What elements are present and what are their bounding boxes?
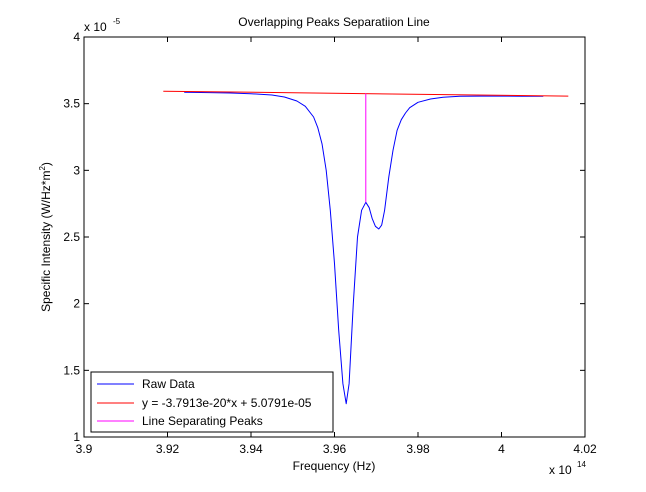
y-tick-label: 1 [73, 430, 80, 444]
y-multiplier-exponent: -5 [113, 17, 121, 26]
series-layer [163, 90, 569, 405]
y-multiplier-base: x 10 [84, 20, 107, 34]
x-tick-label: 3.98 [406, 442, 430, 456]
x-tick-label: 3.94 [239, 442, 263, 456]
y-axis-label: Specific Intensity (W/Hz*m2) [38, 162, 53, 312]
y-tick-label: 3.5 [63, 97, 80, 111]
raw-data-line [184, 91, 544, 405]
x-multiplier-base: x 10 [549, 463, 572, 477]
y-tick-label: 2 [73, 297, 80, 311]
chart-title: Overlapping Peaks Separatiion Line [238, 15, 430, 29]
y-axis-label-close: ) [39, 162, 53, 166]
x-multiplier-exponent: 14 [577, 460, 586, 469]
legend-label-separating-line: Line Separating Peaks [142, 414, 263, 428]
x-tick-label: 4 [498, 442, 505, 456]
axes-box [83, 36, 586, 438]
legend-box [90, 371, 334, 433]
x-tick-label: 3.92 [156, 442, 180, 456]
y-axis-label-superscript: 2 [38, 166, 47, 171]
plot-area: 3.9 3.92 3.94 3.96 3.98 4 4.02 1 1.5 2 2.5 3 3.5 4 [63, 30, 597, 456]
y-multiplier: x 10 -5 [84, 17, 121, 34]
legend: Raw Data y = -3.7913e-20*x + 5.0791e-05 … [90, 371, 334, 433]
y-axis-label-main: Specific Intensity (W/Hz*m [39, 171, 53, 312]
y-tick-label: 2.5 [63, 230, 80, 244]
x-tick-label: 4.02 [573, 442, 597, 456]
y-tick-label: 4 [73, 30, 80, 44]
y-tick-label: 3 [73, 163, 80, 177]
legend-label-fit-line: y = -3.7913e-20*x + 5.0791e-05 [142, 396, 312, 410]
x-tick-label: 3.96 [323, 442, 347, 456]
legend-label-raw-data: Raw Data [142, 377, 195, 391]
y-tick-label: 1.5 [63, 363, 80, 377]
ticks-layer: 3.9 3.92 3.94 3.96 3.98 4 4.02 1 1.5 2 2.5 3 3.5 4 [63, 30, 597, 456]
x-multiplier: x 10 14 [549, 460, 586, 477]
x-tick-label: 3.9 [76, 442, 93, 456]
x-axis-label: Frequency (Hz) [293, 459, 376, 473]
